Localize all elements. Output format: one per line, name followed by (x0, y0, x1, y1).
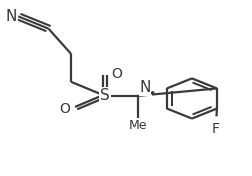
Text: •: • (148, 88, 155, 101)
Text: N: N (139, 80, 151, 95)
Text: O: O (59, 102, 70, 116)
Text: N: N (6, 9, 17, 24)
Text: Me: Me (128, 120, 146, 132)
Text: S: S (100, 88, 110, 103)
Text: F: F (211, 122, 219, 136)
Text: O: O (111, 67, 122, 81)
